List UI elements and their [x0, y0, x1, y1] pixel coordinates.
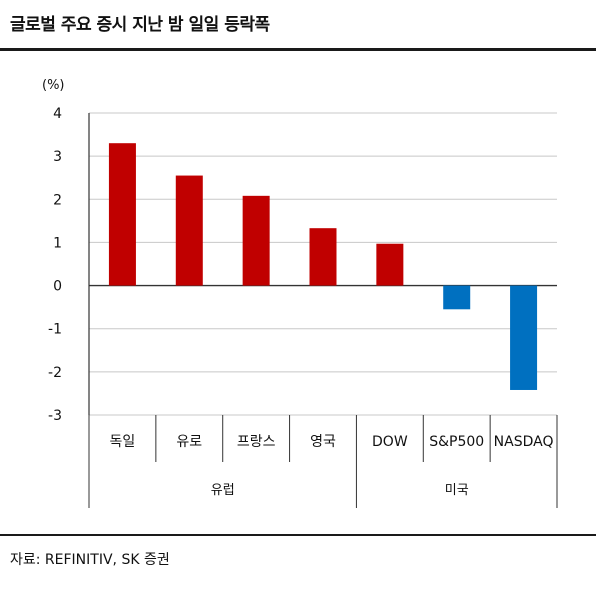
top-divider [0, 48, 596, 51]
bar [510, 285, 538, 390]
category-label: 독일 [110, 434, 136, 450]
source-note: 자료: REFINITIV, SK 증권 [10, 552, 170, 568]
bar [108, 143, 136, 286]
bottom-divider [0, 534, 596, 536]
bar [376, 243, 404, 286]
category-label: 영국 [310, 434, 336, 450]
bar [443, 285, 471, 310]
category-label: 프랑스 [237, 434, 276, 450]
bar [242, 195, 270, 286]
category-label: DOW [372, 434, 408, 450]
y-axis-unit: (%) [42, 78, 65, 93]
y-tick-label: 0 [53, 279, 62, 295]
y-tick-label: 3 [53, 149, 62, 165]
y-tick-label: 1 [53, 235, 62, 251]
bar-chart: 4 3 2 1 0 -1 -2 -3 독일 유로 프랑스 영국 DOW S&P500 NASDAQ 유럽 미국 [48, 106, 558, 508]
category-label: NASDAQ [494, 434, 554, 450]
category-label: S&P500 [429, 434, 484, 450]
bar [175, 175, 203, 286]
y-tick-label: -1 [48, 322, 62, 338]
y-tick-label: 4 [53, 106, 62, 122]
group-label: 미국 [445, 483, 469, 498]
y-tick-label: -2 [48, 365, 62, 381]
chart-title: 글로벌 주요 증시 지난 밤 일일 등락폭 [10, 15, 270, 35]
category-label: 유로 [176, 434, 202, 450]
group-label: 유럽 [211, 483, 235, 498]
y-tick-label: -3 [48, 408, 62, 424]
bar [309, 228, 337, 286]
y-tick-label: 2 [53, 192, 62, 208]
